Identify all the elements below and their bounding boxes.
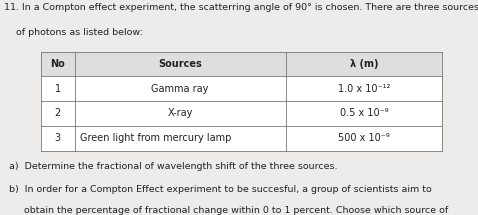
Text: No: No bbox=[50, 59, 65, 69]
Text: 11. In a Compton effect experiment, the scatterring angle of 90° is chosen. Ther: 11. In a Compton effect experiment, the … bbox=[4, 3, 478, 12]
Text: Sources: Sources bbox=[158, 59, 202, 69]
Text: X-ray: X-ray bbox=[167, 108, 193, 118]
Text: 2: 2 bbox=[54, 108, 61, 118]
Text: 500 x 10⁻⁹: 500 x 10⁻⁹ bbox=[338, 133, 390, 143]
Text: a)  Determine the fractional of wavelength shift of the three sources.: a) Determine the fractional of wavelengt… bbox=[9, 162, 337, 171]
Text: of photons as listed below:: of photons as listed below: bbox=[4, 28, 143, 37]
Text: λ (m): λ (m) bbox=[349, 59, 378, 69]
Text: 3: 3 bbox=[54, 133, 61, 143]
Text: 1.0 x 10⁻¹²: 1.0 x 10⁻¹² bbox=[337, 84, 390, 94]
Text: obtain the percentage of fractional change within 0 to 1 percent. Choose which s: obtain the percentage of fractional chan… bbox=[9, 206, 448, 215]
Text: Green light from mercury lamp: Green light from mercury lamp bbox=[80, 133, 232, 143]
Text: Gamma ray: Gamma ray bbox=[152, 84, 209, 94]
Text: b)  In order for a Compton Effect experiment to be succesful, a group of scienti: b) In order for a Compton Effect experim… bbox=[9, 185, 431, 194]
Text: 0.5 x 10⁻⁹: 0.5 x 10⁻⁹ bbox=[339, 108, 388, 118]
Text: 1: 1 bbox=[54, 84, 61, 94]
